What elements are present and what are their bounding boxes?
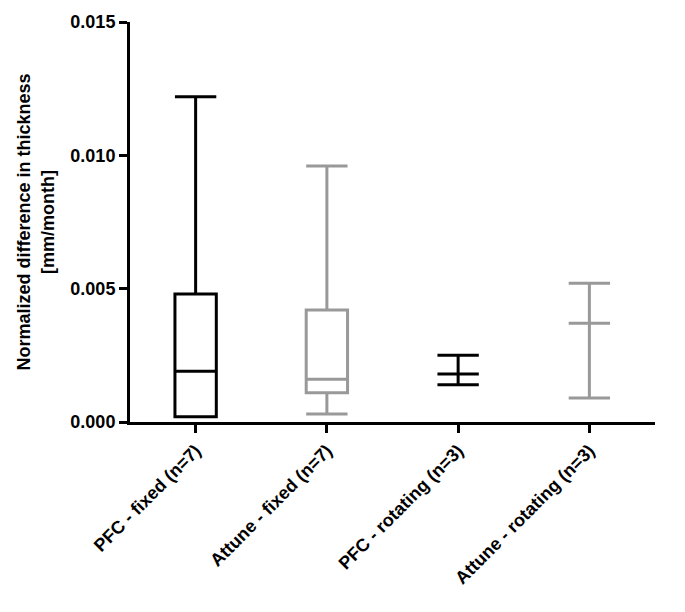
svg-text:PFC - rotating (n=3): PFC - rotating (n=3) [335, 441, 468, 574]
svg-text:PFC - fixed (n=7): PFC - fixed (n=7) [90, 441, 205, 556]
svg-text:0.015: 0.015 [70, 12, 115, 32]
svg-text:0.010: 0.010 [70, 146, 115, 166]
svg-text:0.005: 0.005 [70, 279, 115, 299]
svg-text:0.000: 0.000 [70, 412, 115, 432]
svg-text:Normalized difference in thick: Normalized difference in thickness[mm/mo… [14, 73, 57, 370]
svg-text:Attune - fixed (n=7): Attune - fixed (n=7) [206, 441, 336, 571]
svg-text:Attune - rotating (n=3): Attune - rotating (n=3) [451, 441, 598, 588]
